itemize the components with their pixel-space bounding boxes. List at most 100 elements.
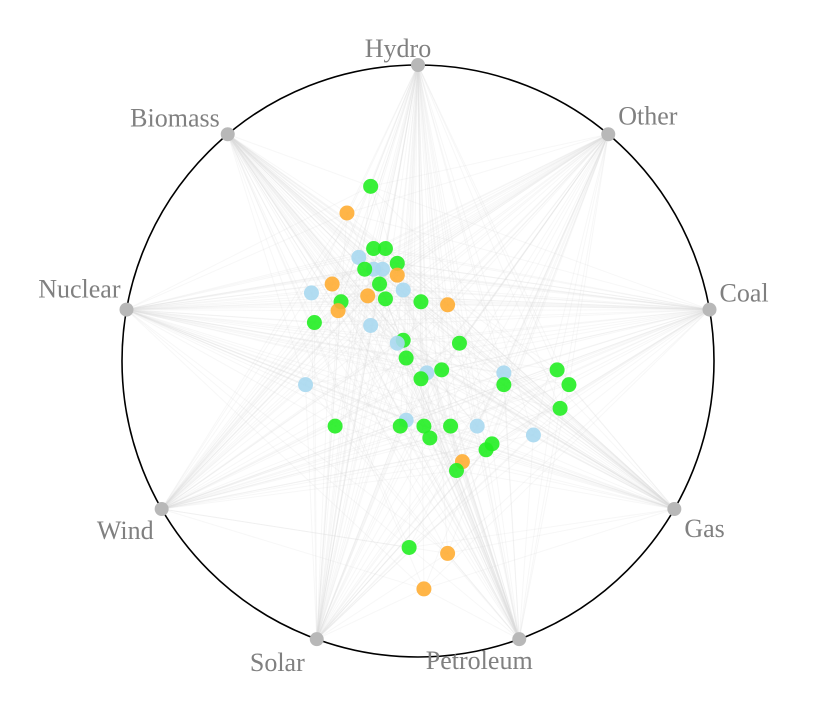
link-line xyxy=(227,133,451,427)
data-point-green[interactable] xyxy=(401,539,417,555)
link-line xyxy=(441,369,520,640)
link-line xyxy=(316,369,558,640)
anchor-label-other: Other xyxy=(618,101,678,130)
data-point-blue[interactable] xyxy=(496,365,512,381)
anchor-marker-petroleum[interactable] xyxy=(512,632,527,647)
link-line xyxy=(161,301,422,510)
link-line xyxy=(385,133,609,249)
data-point-green[interactable] xyxy=(549,362,565,378)
data-point-green[interactable] xyxy=(561,377,577,393)
link-line xyxy=(227,133,422,380)
anchor-marker-coal[interactable] xyxy=(702,302,717,317)
data-point-green[interactable] xyxy=(478,442,494,458)
data-point-green[interactable] xyxy=(372,276,388,292)
data-point-green[interactable] xyxy=(363,178,379,194)
link-line xyxy=(399,133,609,427)
data-point-blue[interactable] xyxy=(351,249,367,265)
link-line xyxy=(316,384,570,640)
link-line xyxy=(447,304,710,311)
link-line xyxy=(227,133,386,249)
link-line xyxy=(420,378,675,510)
link-line xyxy=(126,304,448,311)
link-line xyxy=(227,133,383,270)
anchor-marker-wind[interactable] xyxy=(154,502,169,516)
link-line xyxy=(417,64,558,371)
data-point-orange[interactable] xyxy=(440,545,456,561)
link-line xyxy=(456,134,609,471)
link-line xyxy=(126,309,401,427)
anchor-marker-biomass[interactable] xyxy=(220,127,235,142)
link-line xyxy=(461,461,520,640)
link-line xyxy=(417,64,422,302)
data-point-blue[interactable] xyxy=(298,377,314,393)
link-line xyxy=(403,309,710,341)
link-line xyxy=(126,309,451,427)
data-point-green[interactable] xyxy=(422,430,438,446)
anchor-marker-nuclear[interactable] xyxy=(119,302,134,317)
data-point-green[interactable] xyxy=(377,291,393,307)
anchor-marker-other[interactable] xyxy=(601,127,616,142)
data-point-orange[interactable] xyxy=(324,276,340,292)
data-point-green[interactable] xyxy=(443,418,459,434)
data-point-orange[interactable] xyxy=(416,581,432,597)
anchor-marker-solar[interactable] xyxy=(309,632,324,647)
link-line xyxy=(364,268,710,311)
link-line xyxy=(503,372,675,510)
link-line xyxy=(441,309,710,371)
link-line xyxy=(358,257,675,510)
data-point-orange[interactable] xyxy=(360,288,376,304)
link-line xyxy=(316,343,398,640)
data-point-blue[interactable] xyxy=(525,427,541,443)
data-point-blue[interactable] xyxy=(389,335,405,351)
data-point-green[interactable] xyxy=(413,371,429,387)
link-line xyxy=(227,133,478,427)
link-line xyxy=(450,134,609,427)
data-point-green[interactable] xyxy=(306,315,322,331)
link-line xyxy=(477,425,675,510)
link-line xyxy=(227,133,493,445)
data-point-blue[interactable] xyxy=(395,282,411,298)
data-point-blue[interactable] xyxy=(469,418,485,434)
data-point-green[interactable] xyxy=(413,294,429,310)
data-point-orange[interactable] xyxy=(339,205,355,221)
anchor-marker-gas[interactable] xyxy=(667,502,682,516)
link-line xyxy=(358,256,710,311)
data-point-orange[interactable] xyxy=(330,303,346,319)
data-point-green[interactable] xyxy=(327,418,343,434)
link-line xyxy=(161,369,558,510)
link-line xyxy=(126,309,306,386)
data-point-green[interactable] xyxy=(389,255,405,271)
data-point-green[interactable] xyxy=(434,362,450,378)
data-point-green[interactable] xyxy=(451,335,467,351)
link-line xyxy=(358,133,609,258)
data-point-orange[interactable] xyxy=(440,297,456,313)
anchor-marker-hydro[interactable] xyxy=(411,58,425,72)
data-point-blue[interactable] xyxy=(374,261,390,277)
data-point-green[interactable] xyxy=(552,400,568,416)
data-point-green[interactable] xyxy=(416,418,432,434)
link-line xyxy=(503,384,520,640)
link-line xyxy=(338,309,710,312)
link-line xyxy=(126,248,386,311)
link-line xyxy=(417,64,534,436)
link-line xyxy=(420,133,609,303)
link-line xyxy=(227,133,333,285)
data-point-green[interactable] xyxy=(377,241,393,257)
data-point-blue[interactable] xyxy=(363,317,379,333)
data-point-blue[interactable] xyxy=(303,285,319,301)
data-point-green[interactable] xyxy=(366,241,382,257)
link-line xyxy=(373,133,609,270)
data-point-green[interactable] xyxy=(496,377,512,393)
link-line xyxy=(370,325,675,510)
data-point-green[interactable] xyxy=(357,261,373,277)
link-line xyxy=(568,309,710,386)
link-line xyxy=(559,309,710,409)
data-point-orange[interactable] xyxy=(389,267,405,283)
link-line xyxy=(126,212,348,311)
data-point-green[interactable] xyxy=(398,350,414,366)
data-point-green[interactable] xyxy=(392,418,408,434)
data-point-green[interactable] xyxy=(448,463,464,479)
link-line xyxy=(126,309,339,312)
link-line xyxy=(126,309,561,409)
link-line xyxy=(417,64,428,373)
